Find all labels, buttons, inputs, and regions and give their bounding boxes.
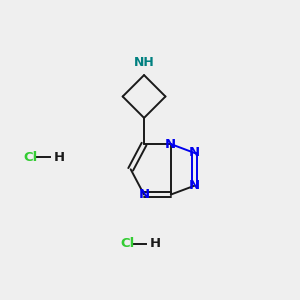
Text: N: N xyxy=(189,179,200,192)
Text: H: H xyxy=(150,237,161,250)
Text: Cl: Cl xyxy=(24,151,38,164)
Text: H: H xyxy=(53,151,64,164)
Text: N: N xyxy=(165,138,176,151)
Text: NH: NH xyxy=(134,56,154,69)
Text: N: N xyxy=(139,188,150,201)
Text: Cl: Cl xyxy=(120,237,134,250)
Text: N: N xyxy=(189,146,200,160)
